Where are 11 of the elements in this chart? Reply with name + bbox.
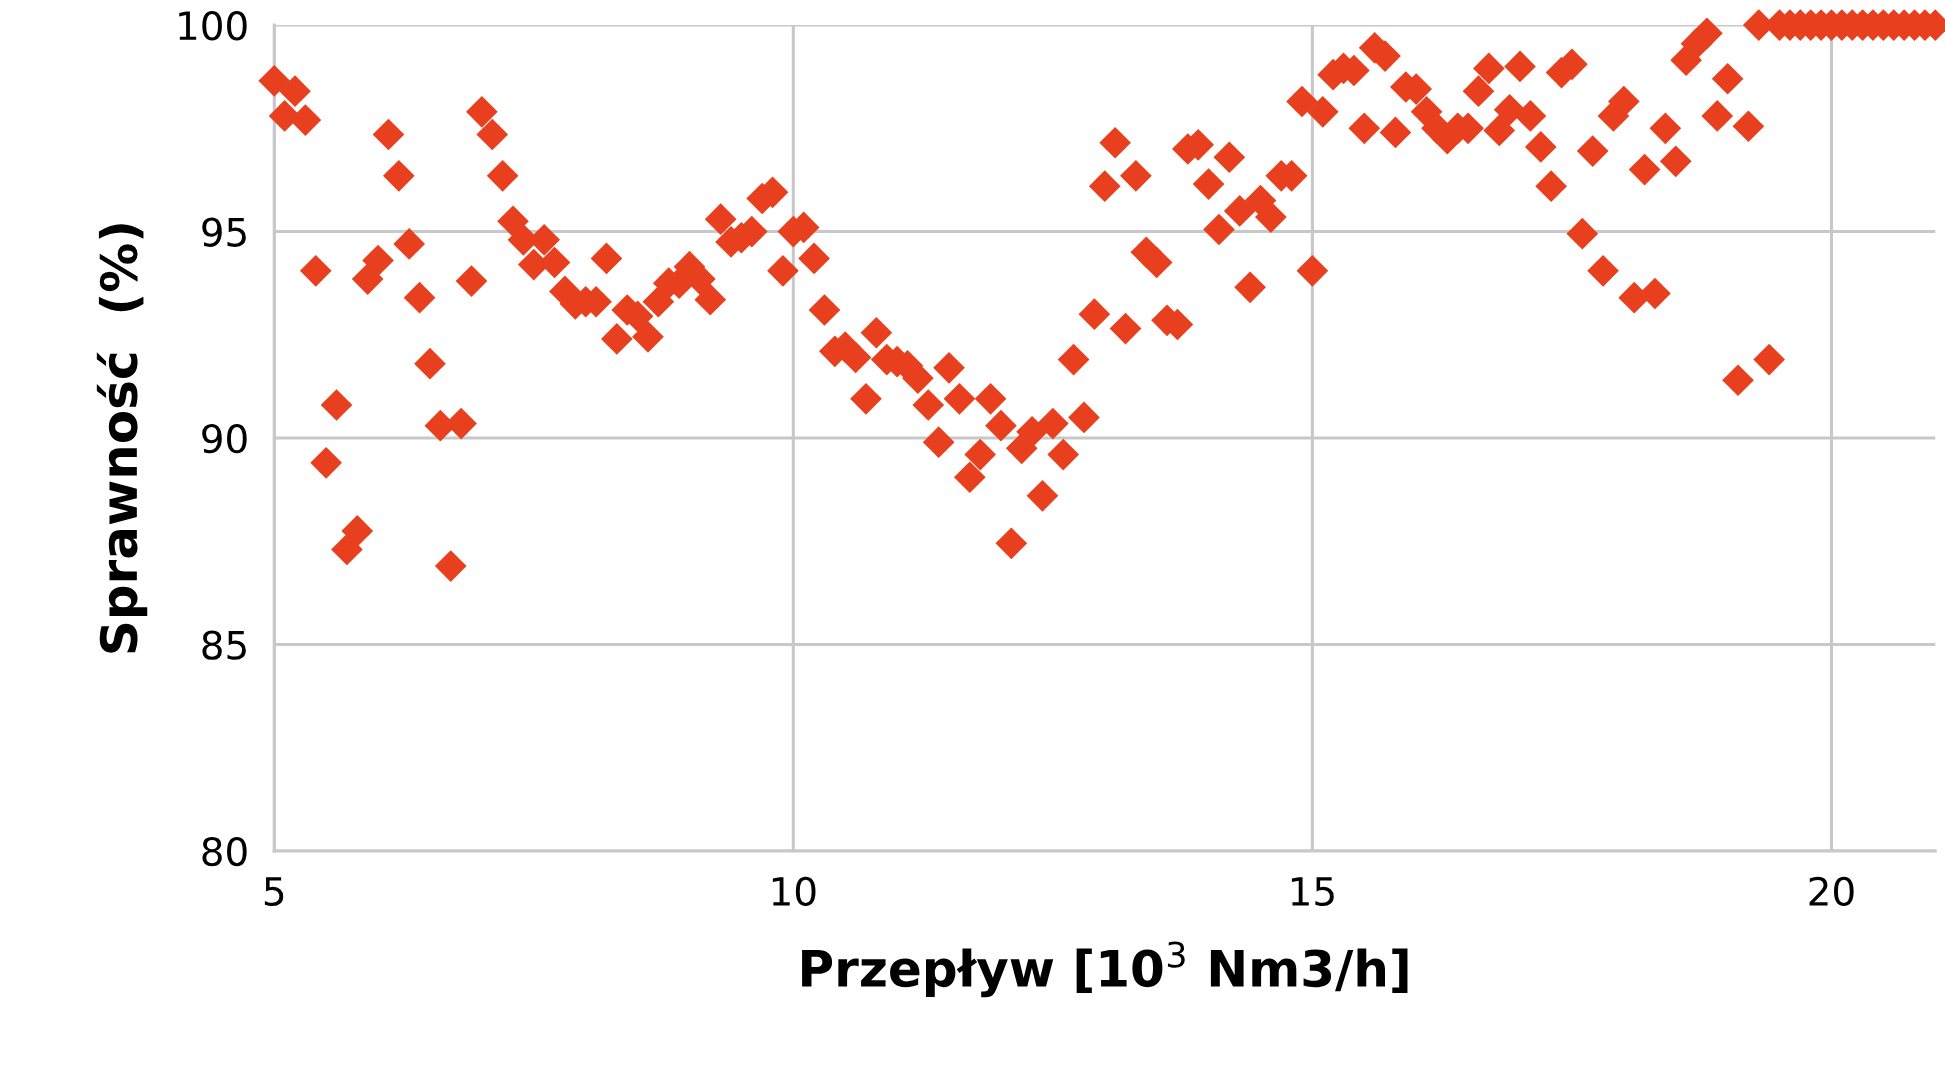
y-tick-label: 85 [202, 630, 246, 660]
y-tick-label: 95 [202, 217, 246, 247]
x-tick-label: 15 [1291, 877, 1334, 907]
y-axis-title: Sprawność (%) [96, 224, 148, 653]
x-tick-label: 20 [1809, 876, 1854, 907]
y-tick-label: 80 [202, 836, 247, 867]
y-tick-label: 90 [202, 423, 247, 454]
x-tick-label: 5 [264, 877, 284, 907]
x-axis-title: Przepływ [10$^{3}$ Nm3/h] [802, 941, 1408, 998]
x-tick-label: 10 [772, 876, 816, 907]
y-tick-label: 100 [179, 11, 247, 41]
